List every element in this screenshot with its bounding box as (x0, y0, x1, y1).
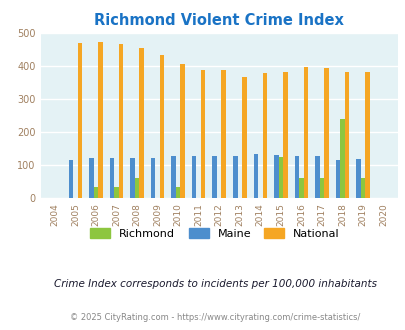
Bar (253, 154, 258, 198)
Bar (360, 178, 364, 198)
Bar (98, 42, 102, 198)
Bar (94, 187, 98, 198)
Bar (273, 155, 278, 198)
Bar (78, 43, 82, 198)
Bar (119, 44, 123, 198)
Bar (175, 187, 180, 198)
Bar (319, 178, 323, 198)
Bar (323, 68, 328, 198)
Bar (339, 119, 344, 198)
Bar (221, 70, 226, 198)
Bar (114, 187, 119, 198)
Text: © 2025 CityRating.com - https://www.cityrating.com/crime-statistics/: © 2025 CityRating.com - https://www.city… (70, 313, 360, 322)
Bar (241, 77, 246, 198)
Bar (314, 156, 319, 198)
Text: Crime Index corresponds to incidents per 100,000 inhabitants: Crime Index corresponds to incidents per… (53, 279, 376, 289)
Bar (232, 156, 237, 198)
Bar (171, 156, 175, 198)
Bar (344, 72, 348, 198)
Bar (364, 72, 369, 198)
Bar (294, 156, 298, 198)
Bar (200, 70, 205, 198)
Bar (68, 160, 73, 198)
Bar (180, 64, 185, 198)
Bar (262, 73, 266, 198)
Bar (298, 178, 303, 198)
Bar (160, 55, 164, 198)
Bar (212, 156, 216, 198)
Bar (151, 158, 155, 198)
Bar (355, 159, 360, 198)
Bar (130, 158, 134, 198)
Bar (109, 158, 114, 198)
Bar (192, 156, 196, 198)
Bar (89, 158, 94, 198)
Bar (335, 160, 339, 198)
Bar (303, 67, 307, 198)
Bar (278, 157, 282, 198)
Bar (282, 72, 287, 198)
Bar (134, 178, 139, 198)
Legend: Richmond, Maine, National: Richmond, Maine, National (86, 224, 343, 244)
Bar (139, 48, 143, 198)
Title: Richmond Violent Crime Index: Richmond Violent Crime Index (94, 13, 343, 28)
